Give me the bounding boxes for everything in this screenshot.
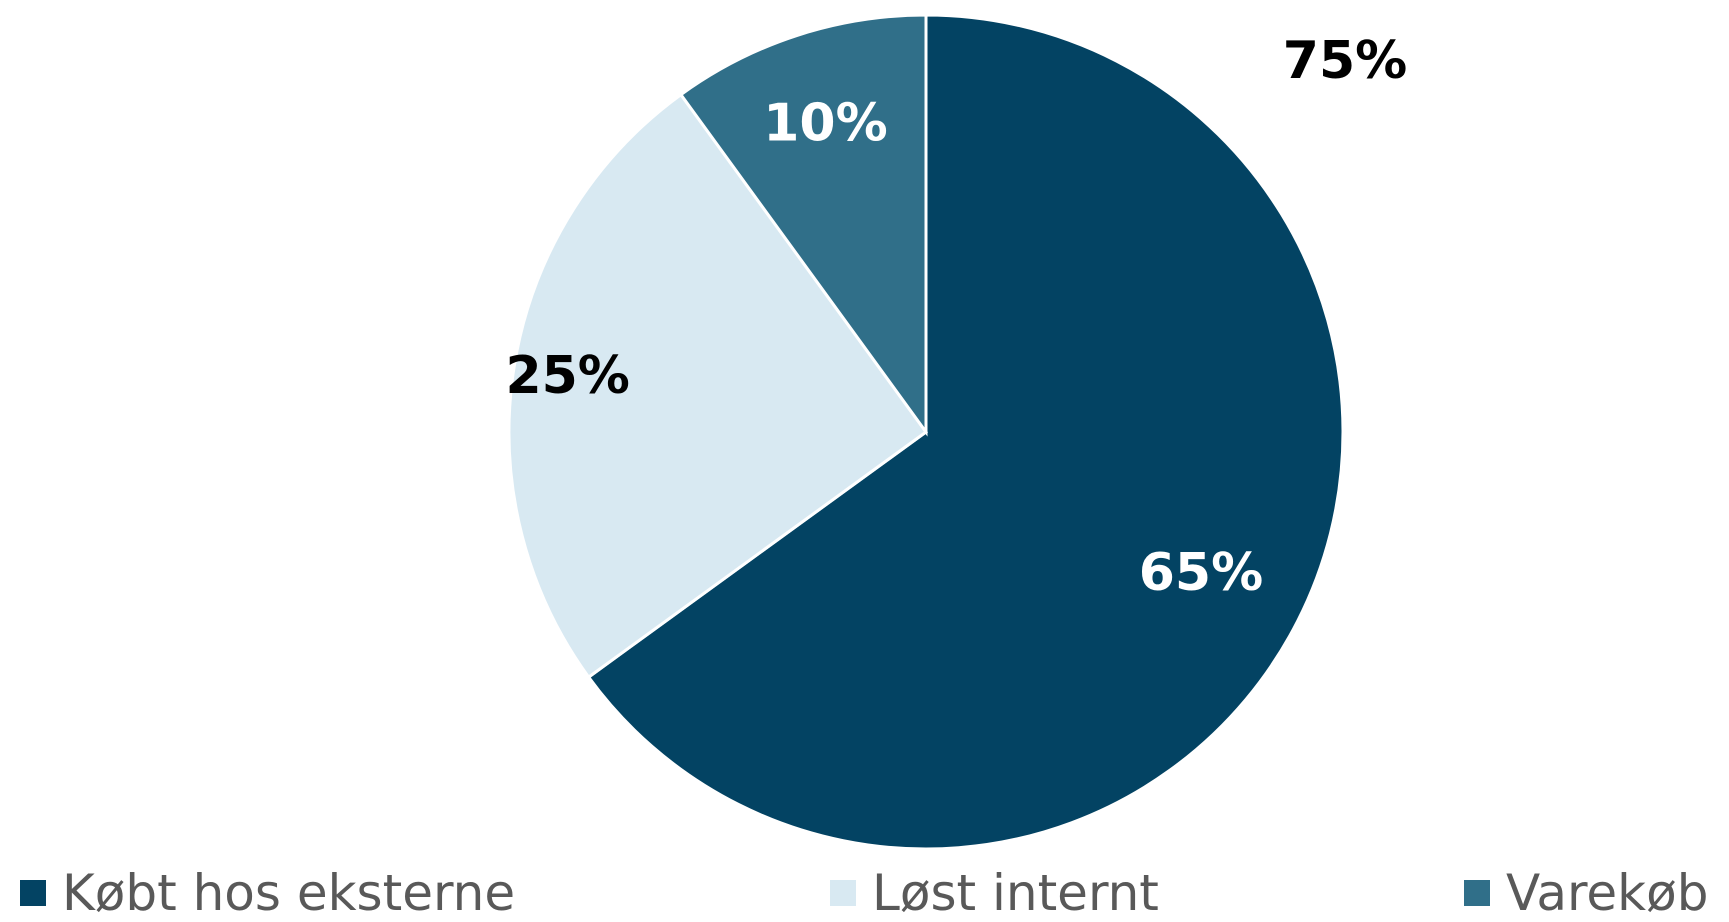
annotation-label: 75% (1283, 31, 1407, 91)
pie-slice-2[interactable] (678, 13, 928, 437)
pie-slice-1[interactable] (507, 92, 929, 680)
legend-label: Løst internt (872, 864, 1159, 922)
legend-swatch (1464, 880, 1490, 906)
slice-label-0: 65% (1139, 543, 1263, 603)
legend-label: Købt hos eksterne (62, 864, 516, 922)
legend-swatch (830, 880, 856, 906)
pie-slices (507, 13, 1345, 851)
pie-slice-0[interactable] (586, 13, 1345, 851)
slice-label-2: 10% (763, 94, 887, 154)
slice-label-1: 25% (505, 346, 629, 406)
legend-label: Varekøb (1506, 864, 1709, 922)
legend-swatch (20, 880, 46, 906)
legend-item-kobt-hos-eksterne[interactable]: Købt hos eksterne (20, 864, 515, 922)
legend-item-lost-internt[interactable]: Løst internt (830, 864, 1159, 922)
pie-labels: 65% 25% 10% (505, 94, 1263, 603)
legend-item-varekob[interactable]: Varekøb (1464, 864, 1708, 922)
